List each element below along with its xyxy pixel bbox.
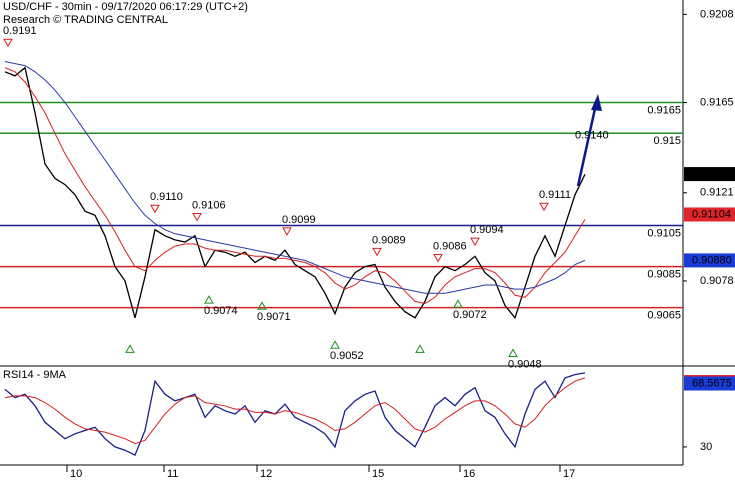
high-marker [3,38,13,48]
series-line [4,61,586,294]
x-tick-label: 15 [372,468,384,480]
annotation-label: 0.9074 [204,305,238,317]
high-marker [372,247,382,257]
series-line [4,372,586,456]
high-marker [470,237,480,247]
low-marker [415,344,425,353]
annotation-label: 0.9191 [3,25,37,37]
annotation-label: 0.9086 [433,240,467,252]
series-line [4,377,586,445]
y-tick-label: 30 [700,441,712,453]
x-tick-label: 17 [563,468,575,480]
series-line [4,67,586,305]
y-tick-label: 0.9165 [700,96,734,108]
forecast-arrow [576,94,602,187]
chart-title: USD/CHF - 30min - 09/17/2020 06:17:29 (U… [3,1,248,13]
low-marker [330,340,340,349]
price-badge-label: 0.91104 [692,208,731,220]
y-tick-label: 0.9121 [700,187,734,199]
low-marker [204,295,214,304]
annotation-label: 0.9071 [257,311,291,323]
annotation-label: 0.9099 [282,214,316,226]
rsi-title: RSI14 - 9MA [3,369,67,381]
price-badge [684,253,735,268]
price-badge-label: 0.90880 [692,254,732,266]
price-badge [684,167,735,182]
high-marker [433,254,443,263]
annotation-label: 0.9072 [453,309,487,321]
annotation-label: 0.9089 [372,234,406,246]
x-tick-label: 10 [70,468,82,480]
chart-subtitle: Research © TRADING CENTRAL [3,14,168,26]
price-badge-label: 68.5675 [692,377,732,389]
series-line [4,66,586,320]
price-badge [684,376,735,391]
price-badge [684,207,735,222]
y-tick-label: 0.9078 [700,275,734,287]
annotation-label: 0.9111 [539,189,571,201]
x-tick-label: 11 [167,468,178,480]
low-marker [508,348,518,357]
high-marker [539,202,549,212]
annotation-label: 0.9106 [192,199,226,211]
low-marker [257,301,267,310]
x-tick-label: 16 [463,468,475,480]
y-tick-label: 0.9208 [700,8,734,20]
level-label: 0.915 [653,135,681,147]
annotation-label: 0.9052 [330,350,364,362]
high-marker [282,227,292,236]
x-tick-label: 12 [260,468,272,480]
high-marker [150,204,160,214]
level-label: 0.9065 [647,309,681,321]
low-marker [453,299,463,308]
high-marker [192,213,202,222]
annotation-label: 0.9094 [470,224,504,236]
annotation-label: 0.9110 [150,191,183,203]
level-label: 0.9165 [647,104,681,116]
price-badge-label: 0.91301 [692,168,732,180]
annotation-label: 0.9140 [575,130,609,142]
level-label: 0.9085 [647,268,681,280]
level-label: 0.9105 [647,227,681,239]
annotation-label: 0.9048 [508,358,542,370]
low-marker [125,344,135,353]
